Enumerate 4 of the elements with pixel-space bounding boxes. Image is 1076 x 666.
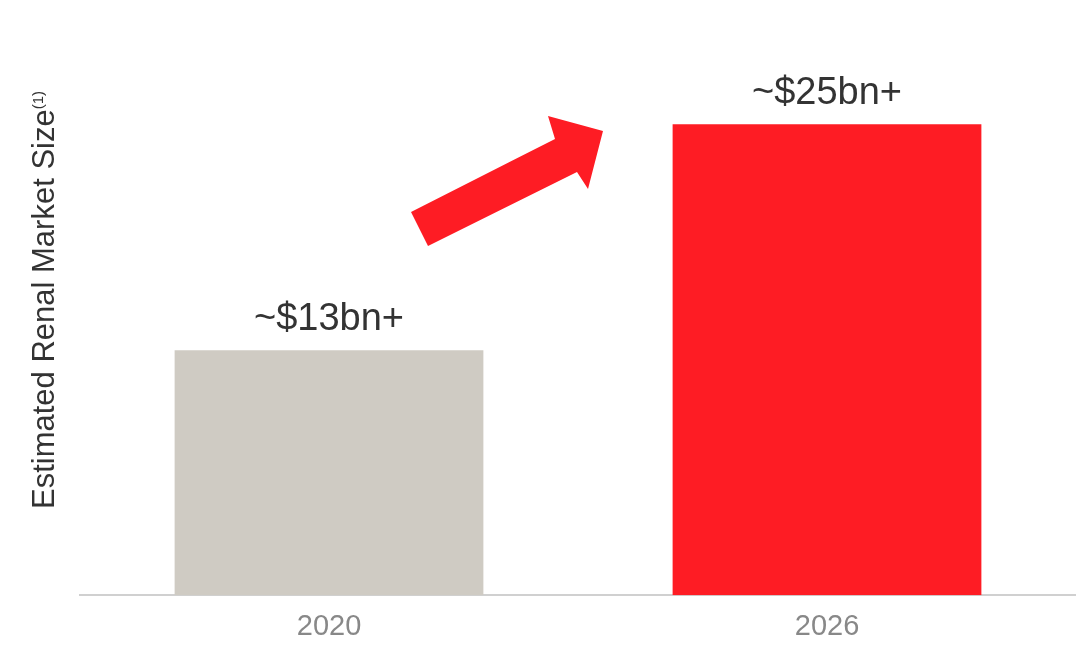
x-tick-label: 2020: [296, 608, 362, 641]
data-label: ~$13bn+: [253, 295, 405, 338]
x-tick-label: 2026: [794, 608, 860, 641]
data-label: ~$25bn+: [751, 69, 903, 112]
